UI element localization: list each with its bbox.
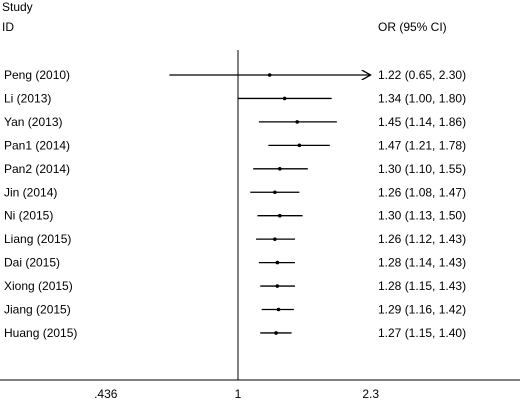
study-label: Peng (2010): [4, 68, 70, 82]
study-label: Xiong (2015): [4, 279, 73, 293]
point-estimate: [276, 307, 281, 312]
estimate-label: 1.28 (1.14, 1.43): [378, 256, 466, 270]
point-estimate: [282, 96, 287, 101]
point-estimate: [273, 190, 277, 195]
study-header: Study: [2, 0, 33, 14]
study-label: Pan2 (2014): [4, 162, 70, 176]
estimate-label: 1.28 (1.15, 1.43): [378, 279, 466, 293]
study-label: Yan (2013): [4, 115, 62, 129]
estimate-label: 1.30 (1.10, 1.55): [378, 162, 466, 176]
study-label: Jin (2014): [4, 185, 57, 199]
point-estimate: [297, 143, 302, 148]
study-label: Ni (2015): [4, 209, 53, 223]
study-label: Huang (2015): [4, 326, 77, 340]
point-estimate: [273, 237, 277, 241]
estimate-label: 1.22 (0.65, 2.30): [378, 68, 466, 82]
estimate-label: 1.45 (1.14, 1.86): [378, 115, 466, 129]
estimate-label: 1.30 (1.13, 1.50): [378, 209, 466, 223]
point-estimate: [267, 73, 272, 77]
study-label: Li (2013): [4, 91, 51, 105]
study-label: Jiang (2015): [4, 303, 71, 317]
id-header: ID: [2, 20, 14, 34]
point-estimate: [275, 284, 280, 288]
point-estimate: [277, 213, 282, 218]
x-tick-label: .436: [94, 387, 118, 401]
estimate-label: 1.26 (1.08, 1.47): [378, 185, 466, 199]
x-tick-label: 2.3: [362, 387, 379, 401]
estimate-label: 1.34 (1.00, 1.80): [378, 91, 466, 105]
estimate-label: 1.29 (1.16, 1.42): [378, 303, 466, 317]
estimate-header: OR (95% CI): [378, 20, 447, 34]
point-estimate: [277, 167, 282, 171]
study-label: Dai (2015): [4, 256, 60, 270]
x-tick-label: 1: [235, 387, 242, 401]
study-label: Liang (2015): [4, 232, 71, 246]
point-estimate: [295, 120, 299, 124]
estimate-label: 1.26 (1.12, 1.43): [378, 232, 466, 246]
point-estimate: [275, 260, 280, 265]
point-estimate: [274, 331, 278, 335]
estimate-label: 1.47 (1.21, 1.78): [378, 138, 466, 152]
study-label: Pan1 (2014): [4, 138, 70, 152]
estimate-label: 1.27 (1.15, 1.40): [378, 326, 466, 340]
